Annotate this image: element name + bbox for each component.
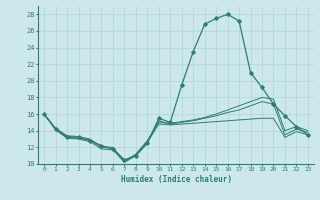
X-axis label: Humidex (Indice chaleur): Humidex (Indice chaleur)	[121, 175, 231, 184]
